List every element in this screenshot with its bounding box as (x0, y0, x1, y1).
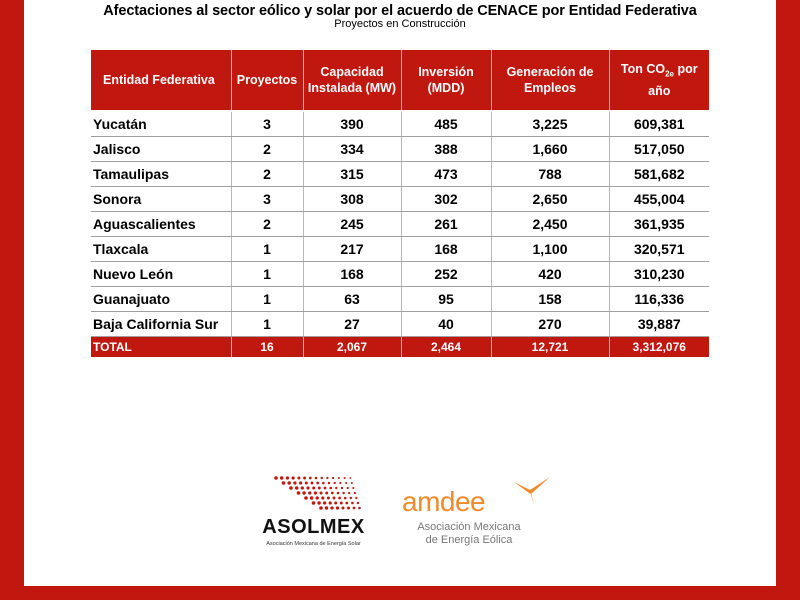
cell-proyectos: 2 (231, 136, 304, 162)
cell-empleos: 2,450 (491, 211, 610, 237)
cell-inversion: 473 (401, 161, 492, 187)
header-capacidad: Capacidad Instalada (MW) (303, 50, 402, 110)
cell-inversion: 302 (401, 186, 492, 212)
header-co2-suffix: por año (648, 62, 698, 98)
table-row: Jalisco 2 334 388 1,660 517,050 (91, 136, 709, 162)
cell-entidad: Jalisco (91, 136, 232, 162)
cell-inversion: 388 (401, 136, 492, 162)
cell-proyectos: 1 (231, 311, 304, 337)
table-row: Tamaulipas 2 315 473 788 581,682 (91, 161, 709, 187)
cell-capacidad: 168 (303, 261, 402, 287)
cell-empleos: 158 (491, 286, 610, 312)
cell-co2: 455,004 (609, 186, 709, 212)
document-title: Afectaciones al sector eólico y solar po… (103, 3, 697, 19)
cell-proyectos: 1 (231, 261, 304, 287)
header-empleos: Generación de Empleos (491, 50, 610, 110)
asolmex-name: ASOLMEX (262, 516, 365, 538)
cell-inversion: 485 (401, 112, 492, 137)
cell-empleos: 3,225 (491, 112, 610, 137)
header-co2-prefix: Ton CO (620, 62, 666, 77)
table-row: Baja California Sur 1 27 40 270 39,887 (91, 311, 709, 337)
cell-empleos: 2,650 (491, 186, 610, 212)
table-row: Tlaxcala 1 217 168 1,100 320,571 (91, 236, 709, 262)
cell-inversion: 40 (401, 311, 492, 337)
cell-inversion: 252 (401, 261, 492, 287)
amdee-tagline: Asociación Mexicana de Energía Eólica (404, 521, 534, 547)
table-row: Nuevo León 1 168 252 420 310,230 (91, 261, 709, 287)
cell-capacidad: 217 (303, 236, 402, 262)
amdee-logo: amdee Asociación Mexicana de Energía Eól… (402, 472, 562, 552)
cell-capacidad: 63 (303, 286, 402, 312)
data-table: Entidad Federativa Proyectos Capacidad I… (91, 50, 709, 357)
table-total-row: TOTAL 16 2,067 2,464 12,721 3,312,076 (91, 336, 709, 357)
cell-co2: 581,682 (609, 161, 709, 187)
cell-co2: 320,571 (609, 236, 709, 262)
cell-capacidad: 390 (303, 112, 402, 137)
table-row: Guanajuato 1 63 95 158 116,336 (91, 286, 709, 312)
solar-dots-icon (274, 476, 361, 510)
header-proyectos: Proyectos (231, 50, 304, 110)
cell-proyectos: 1 (231, 236, 304, 262)
wind-turbine-icon (514, 477, 550, 506)
total-entidad: TOTAL (91, 336, 232, 357)
header-inversion: Inversión (MDD) (401, 50, 492, 110)
cell-capacidad: 315 (303, 161, 402, 187)
asolmex-logo: ASOLMEX Asociación Mexicana de Energía S… (256, 472, 371, 552)
cell-empleos: 788 (491, 161, 610, 187)
total-inversion: 2,464 (401, 336, 492, 357)
table-row: Sonora 3 308 302 2,650 455,004 (91, 186, 709, 212)
amdee-tagline-line1: Asociación Mexicana (417, 521, 521, 533)
total-empleos: 12,721 (491, 336, 610, 357)
document-subtitle: Proyectos en Construcción (334, 18, 466, 30)
cell-co2: 310,230 (609, 261, 709, 287)
total-co2: 3,312,076 (609, 336, 709, 357)
cell-proyectos: 1 (231, 286, 304, 312)
cell-capacidad: 245 (303, 211, 402, 237)
cell-inversion: 168 (401, 236, 492, 262)
cell-entidad: Nuevo León (91, 261, 232, 287)
cell-entidad: Guanajuato (91, 286, 232, 312)
header-co2-sub: 2e (665, 69, 674, 79)
total-proyectos: 16 (231, 336, 304, 357)
cell-entidad: Yucatán (91, 112, 232, 137)
cell-co2: 361,935 (609, 211, 709, 237)
cell-proyectos: 3 (231, 186, 304, 212)
cell-capacidad: 27 (303, 311, 402, 337)
cell-entidad: Baja California Sur (91, 311, 232, 337)
cell-empleos: 1,100 (491, 236, 610, 262)
cell-entidad: Tlaxcala (91, 236, 232, 262)
table-row: Yucatán 3 390 485 3,225 609,381 (91, 112, 709, 137)
cell-proyectos: 2 (231, 211, 304, 237)
cell-entidad: Aguascalientes (91, 211, 232, 237)
cell-empleos: 420 (491, 261, 610, 287)
header-entidad: Entidad Federativa (91, 50, 232, 110)
cell-inversion: 261 (401, 211, 492, 237)
total-capacidad: 2,067 (303, 336, 402, 357)
cell-co2: 609,381 (609, 112, 709, 137)
header-co2: Ton CO2e por año (609, 50, 709, 110)
cell-capacidad: 334 (303, 136, 402, 162)
cell-empleos: 270 (491, 311, 610, 337)
cell-entidad: Sonora (91, 186, 232, 212)
cell-proyectos: 2 (231, 161, 304, 187)
cell-co2: 39,887 (609, 311, 709, 337)
cell-co2: 517,050 (609, 136, 709, 162)
amdee-name: amdee (402, 486, 486, 517)
cell-proyectos: 3 (231, 112, 304, 137)
asolmex-tagline: Asociación Mexicana de Energía Solar (266, 541, 361, 547)
table-header-row: Entidad Federativa Proyectos Capacidad I… (91, 50, 709, 110)
cell-empleos: 1,660 (491, 136, 610, 162)
cell-capacidad: 308 (303, 186, 402, 212)
cell-entidad: Tamaulipas (91, 161, 232, 187)
document-page: Afectaciones al sector eólico y solar po… (24, 0, 776, 586)
cell-co2: 116,336 (609, 286, 709, 312)
amdee-tagline-line2: de Energía Eólica (425, 534, 513, 546)
table-row: Aguascalientes 2 245 261 2,450 361,935 (91, 211, 709, 237)
cell-inversion: 95 (401, 286, 492, 312)
